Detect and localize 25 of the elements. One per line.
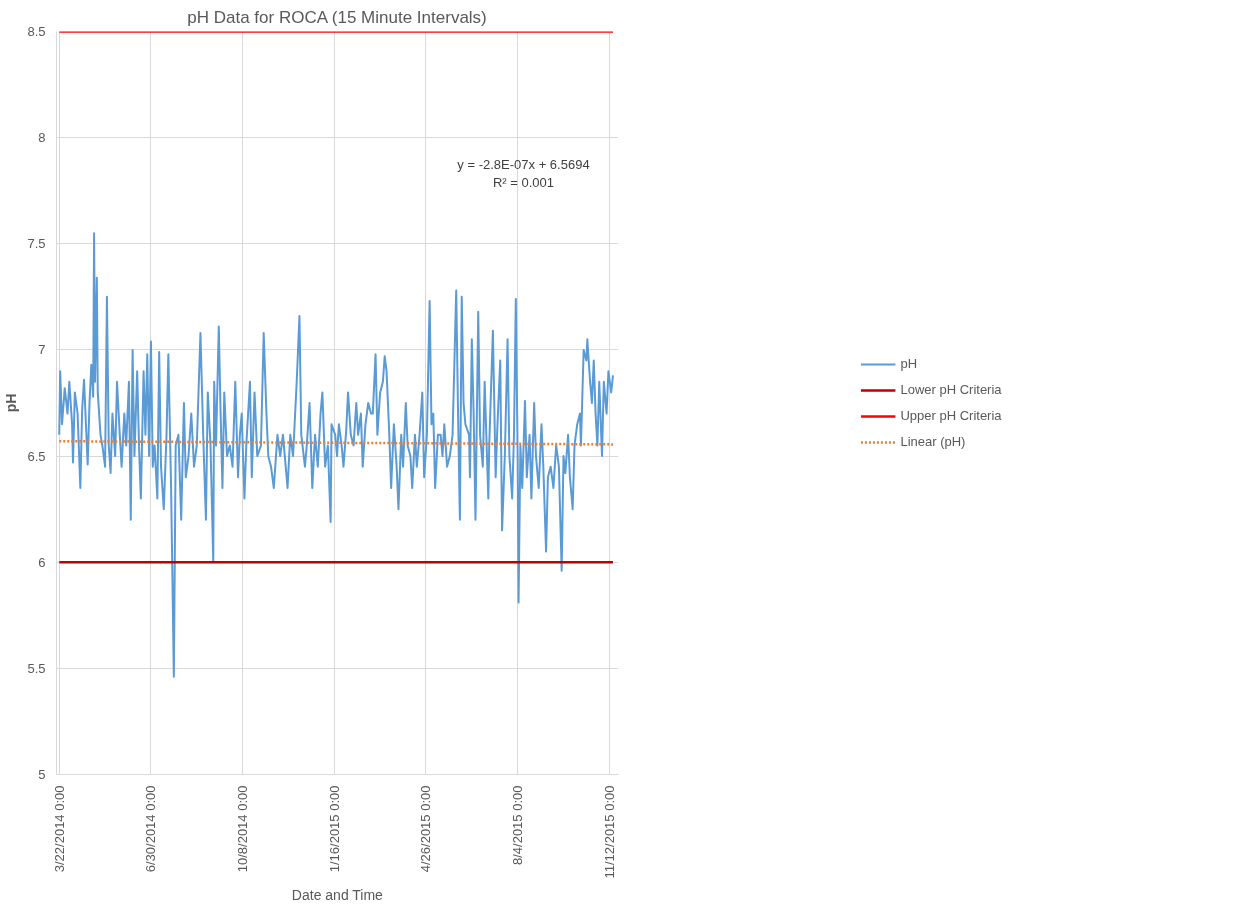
x-tick-label: 11/12/2015 0:00 bbox=[601, 785, 617, 879]
y-tick-label: 5.5 bbox=[27, 660, 46, 676]
x-tick-label: 1/16/2015 0:00 bbox=[326, 785, 342, 873]
x-tick-label: 3/22/2014 0:00 bbox=[51, 785, 67, 873]
legend-label: Linear (pH) bbox=[900, 434, 966, 449]
chart-title: pH Data for ROCA (15 Minute Intervals) bbox=[187, 7, 487, 27]
y-tick-label: 6 bbox=[38, 554, 46, 570]
y-tick-label: 7.5 bbox=[27, 236, 46, 252]
x-axis-title: Date and Time bbox=[291, 886, 384, 903]
annotation: R² = 0.001 bbox=[492, 174, 555, 190]
legend-label: Lower pH Criteria bbox=[900, 382, 1002, 397]
x-tick-label: 10/8/2014 0:00 bbox=[235, 785, 251, 873]
legend-label: Upper pH Criteria bbox=[900, 408, 1002, 423]
y-tick-label: 5 bbox=[38, 767, 46, 782]
x-tick-label: 4/26/2015 0:00 bbox=[418, 785, 434, 873]
legend-label: pH bbox=[900, 356, 919, 371]
y-axis-title: pH bbox=[3, 393, 20, 413]
x-tick-label: 6/30/2014 0:00 bbox=[143, 785, 159, 873]
y-tick-label: 8 bbox=[38, 130, 46, 146]
y-tick-label: 6.5 bbox=[27, 448, 46, 464]
annotation: y = -2.8E-07x + 6.5694 bbox=[457, 156, 590, 172]
line-series bbox=[58, 232, 614, 678]
y-tick-label: 8.5 bbox=[27, 24, 46, 39]
x-tick-label: 8/4/2015 0:00 bbox=[510, 785, 526, 866]
y-tick-label: 7 bbox=[38, 342, 46, 358]
